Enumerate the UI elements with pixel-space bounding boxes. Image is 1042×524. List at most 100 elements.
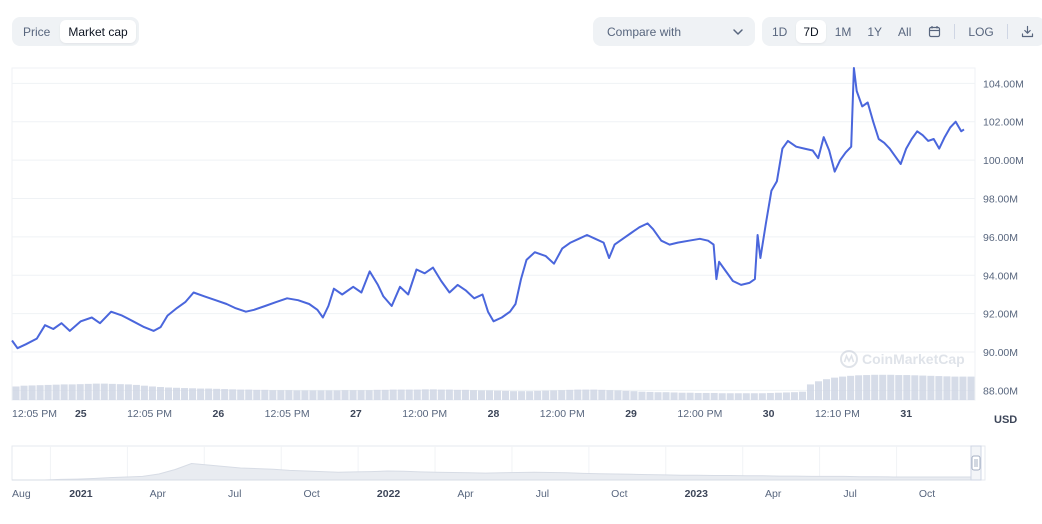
volume-bar: [156, 387, 164, 400]
volume-bar: [253, 389, 261, 400]
volume-bar: [341, 390, 349, 400]
calendar-icon: [928, 26, 940, 38]
y-tick-label: 104.00M: [983, 78, 1024, 90]
volume-bar: [903, 375, 911, 400]
volume-bar: [189, 388, 197, 400]
volume-bar: [742, 393, 750, 400]
range-selector: 1D 7D 1M 1Y All LOG: [762, 17, 1042, 46]
tab-market-cap[interactable]: Market cap: [60, 20, 136, 43]
volume-bar: [60, 384, 68, 400]
x-tick-label: 12:05 PM: [127, 408, 172, 420]
navigator-area: [12, 462, 976, 481]
navigator-tick-label: Oct: [611, 488, 627, 500]
navigator-handle[interactable]: [971, 455, 981, 471]
log-scale-toggle[interactable]: LOG: [961, 20, 1000, 43]
volume-bar: [518, 391, 526, 400]
volume-bar: [606, 390, 614, 400]
range-all[interactable]: All: [891, 20, 918, 43]
download-button[interactable]: [1014, 20, 1042, 43]
volume-bar: [221, 389, 229, 400]
navigator-tick-label: Apr: [765, 488, 782, 500]
volume-bar: [574, 389, 582, 400]
coinmarketcap-logo-icon: [840, 350, 858, 368]
x-tick-label: 12:10 PM: [815, 408, 860, 420]
x-tick-label: 12:00 PM: [540, 408, 585, 420]
volume-bar: [887, 374, 895, 400]
volume-bar: [36, 385, 44, 400]
navigator-tick-label: Apr: [150, 488, 167, 500]
range-navigator[interactable]: Aug 2021 Apr Jul Oct 2022 Apr Jul Oct 2023 Apr Jul O…: [0, 440, 1042, 524]
volume-bar: [710, 392, 718, 400]
navigator-handle-grip[interactable]: [971, 455, 981, 471]
calendar-button[interactable]: [920, 20, 948, 43]
volume-bar: [702, 392, 710, 400]
volume-bar: [959, 376, 967, 400]
volume-bar: [654, 392, 662, 400]
x-tick-label: 26: [213, 408, 225, 420]
volume-bar: [285, 390, 293, 400]
volume-bar: [726, 393, 734, 400]
volume-bar: [148, 386, 156, 400]
volume-bar: [213, 388, 221, 400]
compare-with-dropdown[interactable]: Compare with: [593, 17, 755, 46]
volume-bar: [847, 375, 855, 400]
volume-bar: [566, 389, 574, 400]
volume-bar: [967, 376, 975, 400]
volume-bar: [269, 390, 277, 400]
currency-label: USD: [994, 414, 1018, 426]
chart-type-toggle: Price Market cap: [12, 17, 139, 46]
volume-bar: [373, 389, 381, 400]
volume-bar: [815, 381, 823, 400]
volume-bar: [943, 376, 951, 400]
volume-bar: [437, 389, 445, 400]
watermark-text: CoinMarketCap: [862, 351, 965, 367]
range-1m[interactable]: 1M: [828, 20, 859, 43]
volume-bar: [173, 387, 181, 400]
x-tick-label: 27: [350, 408, 362, 420]
volume-bar: [413, 389, 421, 400]
volume-bar: [590, 389, 598, 400]
watermark: CoinMarketCap: [840, 350, 965, 368]
volume-bar: [469, 390, 477, 400]
volume-bar: [12, 386, 20, 400]
volume-bar: [935, 376, 943, 400]
volume-bar: [429, 389, 437, 400]
x-tick-label: 28: [488, 408, 500, 420]
volume-bar: [293, 390, 301, 400]
volume-bar: [614, 390, 622, 400]
navigator-tick-label: Apr: [457, 488, 474, 500]
compare-with-label: Compare with: [607, 24, 682, 39]
range-1y[interactable]: 1Y: [860, 20, 889, 43]
volume-bar: [750, 393, 758, 400]
y-tick-label: 90.00M: [983, 347, 1018, 359]
volume-bar: [790, 392, 798, 400]
volume-bar: [389, 389, 397, 400]
y-tick-label: 96.00M: [983, 232, 1018, 244]
volume-bar: [52, 384, 60, 400]
volume-bar: [550, 390, 558, 400]
x-tick-label: 30: [763, 408, 775, 420]
volume-bar: [823, 379, 831, 400]
navigator-tick-label: 2021: [69, 488, 93, 500]
volume-bar: [879, 374, 887, 400]
volume-bar: [28, 385, 36, 400]
range-7d[interactable]: 7D: [796, 20, 826, 43]
volume-bar: [124, 384, 132, 400]
volume-bar: [678, 392, 686, 400]
range-1d[interactable]: 1D: [765, 20, 794, 43]
volume-bar: [397, 389, 405, 400]
volume-bar: [919, 375, 927, 400]
volume-bar: [638, 391, 646, 400]
volume-bar: [453, 389, 461, 400]
volume-bar: [76, 384, 84, 400]
volume-bar: [630, 391, 638, 400]
download-icon: [1022, 25, 1034, 38]
volume-bar: [686, 392, 694, 400]
navigator-tick-label: 2023: [685, 488, 709, 500]
tab-price[interactable]: Price: [15, 20, 58, 43]
volume-bar: [766, 392, 774, 400]
volume-bar: [911, 375, 919, 400]
volume-bar: [477, 390, 485, 400]
volume-bar: [534, 390, 542, 400]
navigator-tick-label: Oct: [303, 488, 319, 500]
